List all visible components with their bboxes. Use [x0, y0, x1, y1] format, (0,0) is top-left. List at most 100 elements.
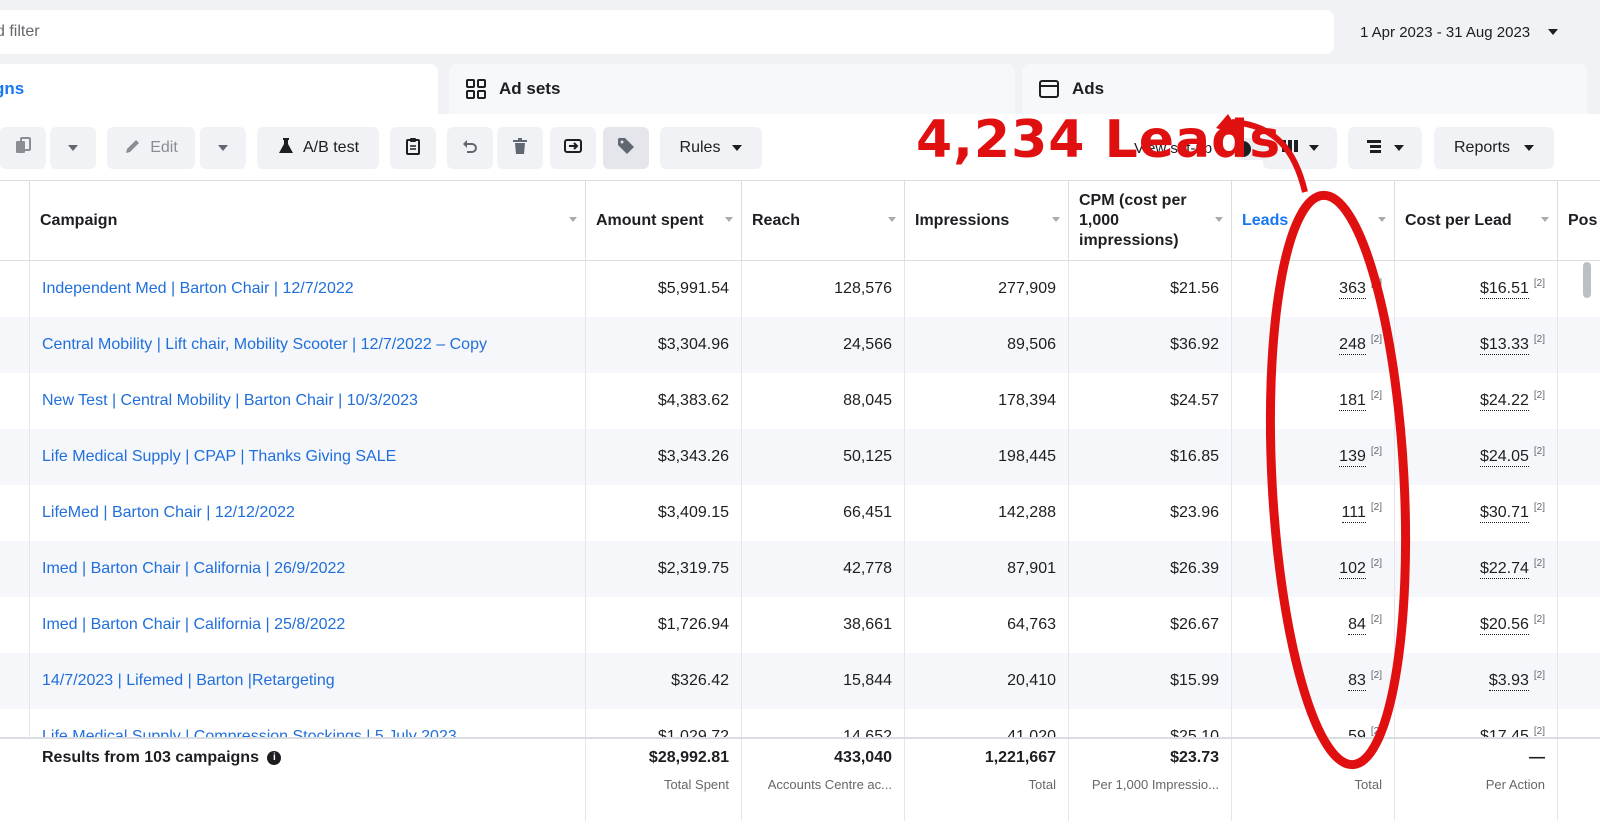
- rules-button[interactable]: Rules: [660, 127, 762, 169]
- campaign-name-link[interactable]: Imed | Barton Chair | California | 26/9/…: [42, 560, 346, 577]
- column-label: Amount spent: [596, 211, 704, 229]
- leads-value[interactable]: 111: [1341, 503, 1366, 523]
- cost-per-lead-value[interactable]: $3.93: [1488, 671, 1529, 691]
- row-checkbox-cell[interactable]: [0, 597, 30, 653]
- delete-button[interactable]: [497, 127, 543, 169]
- column-header-reach[interactable]: Reach: [742, 181, 905, 261]
- tab-ads[interactable]: Ads: [1022, 64, 1587, 114]
- edit-menu-button[interactable]: [200, 127, 246, 169]
- clipboard-button[interactable]: [390, 127, 436, 169]
- campaign-name-link[interactable]: Imed | Barton Chair | California | 25/8/…: [42, 616, 346, 633]
- cost-per-lead-cell: $30.71 [2]: [1395, 485, 1558, 541]
- reports-button[interactable]: Reports: [1434, 127, 1554, 169]
- pencil-icon: [124, 137, 142, 160]
- reach-cell: 50,125: [742, 429, 905, 485]
- table-row[interactable]: Imed | Barton Chair | California | 26/9/…: [0, 541, 1600, 597]
- totals-spent-sub: Total Spent: [663, 777, 729, 792]
- cost-per-lead-value[interactable]: $30.71: [1479, 503, 1529, 523]
- leads-value[interactable]: 248: [1339, 335, 1366, 355]
- tab-ad-sets[interactable]: Ad sets: [449, 64, 1015, 114]
- campaign-name-link[interactable]: New Test | Central Mobility | Barton Cha…: [42, 392, 418, 409]
- row-checkbox-cell[interactable]: [0, 653, 30, 709]
- cost-per-lead-value[interactable]: $20.56: [1479, 615, 1529, 635]
- impressions-cell: 198,445: [905, 429, 1069, 485]
- column-label: Campaign: [40, 211, 118, 229]
- cpm-cell: $26.39: [1069, 541, 1232, 597]
- column-header-campaign[interactable]: Campaign: [30, 181, 586, 261]
- search-filter-input[interactable]: d filter: [0, 10, 1334, 54]
- totals-label: Results from 103 campaigns: [42, 749, 259, 766]
- column-header-leads[interactable]: Leads ↓: [1232, 181, 1395, 261]
- cost-per-lead-value[interactable]: $24.05: [1479, 447, 1529, 467]
- leads-value[interactable]: 139: [1339, 447, 1366, 467]
- leads-footnote: [2]: [1370, 389, 1382, 401]
- column-header-pos[interactable]: Pos: [1558, 181, 1600, 261]
- amount-spent-cell: $3,343.26: [586, 429, 742, 485]
- edit-button[interactable]: Edit: [107, 127, 195, 169]
- table-row[interactable]: LifeMed | Barton Chair | 12/12/2022 $3,40…: [0, 485, 1600, 541]
- leads-cell: 139 [2]: [1232, 429, 1395, 485]
- cost-per-lead-value[interactable]: $22.74: [1479, 559, 1529, 579]
- amount-spent-cell: $2,319.75: [586, 541, 742, 597]
- duplicate-menu-button[interactable]: [50, 127, 96, 169]
- totals-impressions: 1,221,667: [984, 749, 1056, 766]
- row-checkbox-cell[interactable]: [0, 261, 30, 317]
- select-all-header[interactable]: [0, 181, 30, 261]
- sort-icon: [1378, 217, 1386, 222]
- row-checkbox-cell[interactable]: [0, 429, 30, 485]
- leads-value[interactable]: 84: [1348, 615, 1366, 635]
- ab-test-button[interactable]: A/B test: [257, 127, 379, 169]
- totals-leads-sub: Total: [1354, 777, 1382, 792]
- amount-spent-cell: $1,726.94: [586, 597, 742, 653]
- leads-value[interactable]: 83: [1348, 671, 1366, 691]
- info-icon[interactable]: i: [267, 750, 282, 765]
- cost-per-lead-value[interactable]: $13.33: [1479, 335, 1529, 355]
- column-header-cost-per-lead[interactable]: Cost per Lead: [1395, 181, 1558, 261]
- campaign-name-link[interactable]: Central Mobility | Lift chair, Mobility …: [42, 336, 487, 353]
- duplicate-button[interactable]: [0, 127, 46, 169]
- date-range-picker[interactable]: 1 Apr 2023 - 31 Aug 2023: [1338, 10, 1592, 54]
- campaign-name-link[interactable]: Independent Med | Barton Chair | 12/7/20…: [42, 280, 354, 297]
- leads-value[interactable]: 363: [1339, 279, 1366, 299]
- row-checkbox-cell[interactable]: [0, 373, 30, 429]
- campaign-name-link[interactable]: Life Medical Supply | CPAP | Thanks Givi…: [42, 448, 397, 465]
- table-row[interactable]: Imed | Barton Chair | California | 25/8/…: [0, 597, 1600, 653]
- campaign-name-link[interactable]: LifeMed | Barton Chair | 12/12/2022: [42, 504, 295, 521]
- reach-cell: 66,451: [742, 485, 905, 541]
- breakdown-button[interactable]: [1348, 127, 1422, 169]
- totals-reach-sub: Accounts Centre ac...: [767, 777, 892, 792]
- column-header-cpm[interactable]: CPM (cost per 1,000 impressions): [1069, 181, 1232, 261]
- column-header-impressions[interactable]: Impressions: [905, 181, 1069, 261]
- sort-icon: [725, 217, 733, 222]
- export-icon: [563, 137, 583, 160]
- column-header-amount-spent[interactable]: Amount spent: [586, 181, 742, 261]
- leads-footnote: [2]: [1370, 445, 1382, 457]
- table-row[interactable]: 14/7/2023 | Lifemed | Barton |Retargetin…: [0, 653, 1600, 709]
- totals-cpl-cell: — Per Action: [1395, 739, 1558, 821]
- cost-per-lead-value[interactable]: $24.22: [1479, 391, 1529, 411]
- leads-footnote: [2]: [1370, 333, 1382, 345]
- leads-cell: 181 [2]: [1232, 373, 1395, 429]
- table-row[interactable]: New Test | Central Mobility | Barton Cha…: [0, 373, 1600, 429]
- leads-value[interactable]: 181: [1339, 391, 1366, 411]
- cpl-footnote: [2]: [1533, 557, 1545, 569]
- cost-per-lead-cell: $13.33 [2]: [1395, 317, 1558, 373]
- table-row[interactable]: Independent Med | Barton Chair | 12/7/20…: [0, 261, 1600, 317]
- table-row[interactable]: Life Medical Supply | CPAP | Thanks Givi…: [0, 429, 1600, 485]
- undo-button[interactable]: [447, 127, 493, 169]
- vertical-scrollbar[interactable]: [1583, 262, 1591, 298]
- tab-campaigns[interactable]: gns: [0, 64, 438, 114]
- row-checkbox-cell[interactable]: [0, 485, 30, 541]
- row-checkbox-cell[interactable]: [0, 317, 30, 373]
- cost-per-lead-value[interactable]: $16.51: [1479, 279, 1529, 299]
- tag-button[interactable]: [603, 127, 649, 169]
- row-checkbox-cell[interactable]: [0, 541, 30, 597]
- view-setup-label: View set-up: [1134, 140, 1213, 157]
- campaign-cell: New Test | Central Mobility | Barton Cha…: [30, 373, 586, 429]
- campaign-name-link[interactable]: 14/7/2023 | Lifemed | Barton |Retargetin…: [42, 672, 335, 689]
- columns-icon: [1281, 138, 1299, 159]
- leads-value[interactable]: 102: [1339, 559, 1366, 579]
- table-row[interactable]: Central Mobility | Lift chair, Mobility …: [0, 317, 1600, 373]
- export-button[interactable]: [550, 127, 596, 169]
- cpm-cell: $21.56: [1069, 261, 1232, 317]
